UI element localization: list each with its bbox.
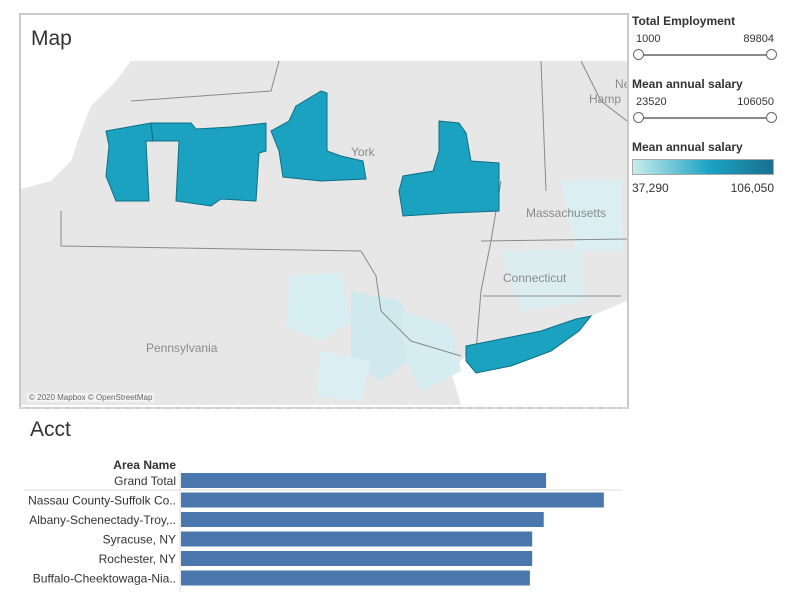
salary-filter-range: 23520 106050: [632, 96, 792, 108]
state-border: [60, 211, 462, 357]
bar-chart-title: Acct: [30, 418, 71, 441]
light-county: [561, 179, 623, 251]
total-employment-range: 1000 89804: [632, 33, 792, 45]
legend-min: 37,290: [632, 181, 669, 195]
bar[interactable]: [181, 512, 544, 527]
legend-range: 37,290 106,050: [632, 181, 774, 195]
slider-track[interactable]: [638, 54, 772, 56]
total-employment-min: 1000: [636, 33, 661, 45]
total-employment-max: 89804: [743, 33, 774, 45]
map-title: Map: [31, 27, 72, 50]
light-county: [286, 273, 351, 341]
bar-chart-svg: Grand Total Nassau County-Suffolk Co.. Alb…: [24, 470, 622, 592]
filters-panel: Total Employment 1000 89804 Mean annual …: [632, 14, 792, 195]
map-label-new-hampshire-2: Hamp: [589, 92, 622, 106]
map-label-connecticut: Connecticut: [503, 271, 567, 285]
salary-filter-max: 106050: [737, 96, 774, 108]
bar[interactable]: [181, 492, 604, 508]
bar-chart: Grand Total Nassau County-Suffolk Co.. Alb…: [0, 470, 800, 601]
area-name-header[interactable]: Area Name: [113, 458, 176, 472]
bar-label[interactable]: Albany-Schenectady-Troy,..: [29, 513, 176, 527]
lake-ontario: [21, 61, 131, 189]
bar[interactable]: [181, 570, 530, 586]
bar-label[interactable]: Grand Total: [114, 474, 176, 488]
salary-filter-slider[interactable]: [632, 110, 792, 126]
bar[interactable]: [181, 531, 533, 547]
map-attribution: © 2020 Mapbox © OpenStreetMap: [27, 393, 155, 402]
map-canvas[interactable]: York Pennsylvania Massachusetts Connecti…: [21, 61, 627, 405]
salary-filter-title: Mean annual salary: [632, 77, 743, 91]
slider-handle-max[interactable]: [766, 112, 777, 123]
bar-label[interactable]: Nassau County-Suffolk Co..: [28, 494, 176, 508]
map-label-massachusetts: Massachusetts: [526, 206, 607, 220]
bar-label[interactable]: Buffalo-Cheektowaga-Nia..: [33, 572, 176, 586]
area-albany: [398, 120, 500, 217]
color-legend-gradient: [632, 159, 774, 175]
light-county: [401, 311, 461, 391]
map-label-york: York: [351, 145, 375, 159]
legend-max: 106,050: [730, 181, 774, 195]
bar[interactable]: [181, 551, 533, 566]
area-syracuse: [270, 90, 367, 182]
slider-handle-min[interactable]: [633, 49, 644, 60]
salary-filter-min: 23520: [636, 96, 667, 108]
bar-label[interactable]: Syracuse, NY: [103, 533, 176, 547]
total-employment-title: Total Employment: [632, 14, 736, 28]
legend-title: Mean annual salary: [632, 140, 743, 154]
state-border: [130, 61, 280, 102]
map-svg[interactable]: [21, 61, 627, 405]
bar-label[interactable]: Rochester, NY: [99, 552, 176, 566]
state-border: [540, 61, 547, 192]
area-rochester: [150, 122, 267, 207]
state-border: [580, 61, 627, 122]
map-panel: Map York: [19, 13, 629, 409]
bar[interactable]: [181, 473, 547, 488]
map-label-pennsylvania: Pennsylvania: [146, 341, 218, 355]
area-nassau-suffolk: [465, 315, 593, 374]
slider-handle-min[interactable]: [633, 112, 644, 123]
slider-track[interactable]: [638, 117, 772, 119]
slider-handle-max[interactable]: [766, 49, 777, 60]
state-border: [480, 238, 627, 242]
light-county: [316, 351, 371, 401]
map-resize-edge: [19, 407, 629, 410]
area-buffalo: [105, 122, 154, 202]
map-label-new-hampshire-1: Ne: [615, 77, 627, 91]
total-employment-slider[interactable]: [632, 47, 792, 63]
